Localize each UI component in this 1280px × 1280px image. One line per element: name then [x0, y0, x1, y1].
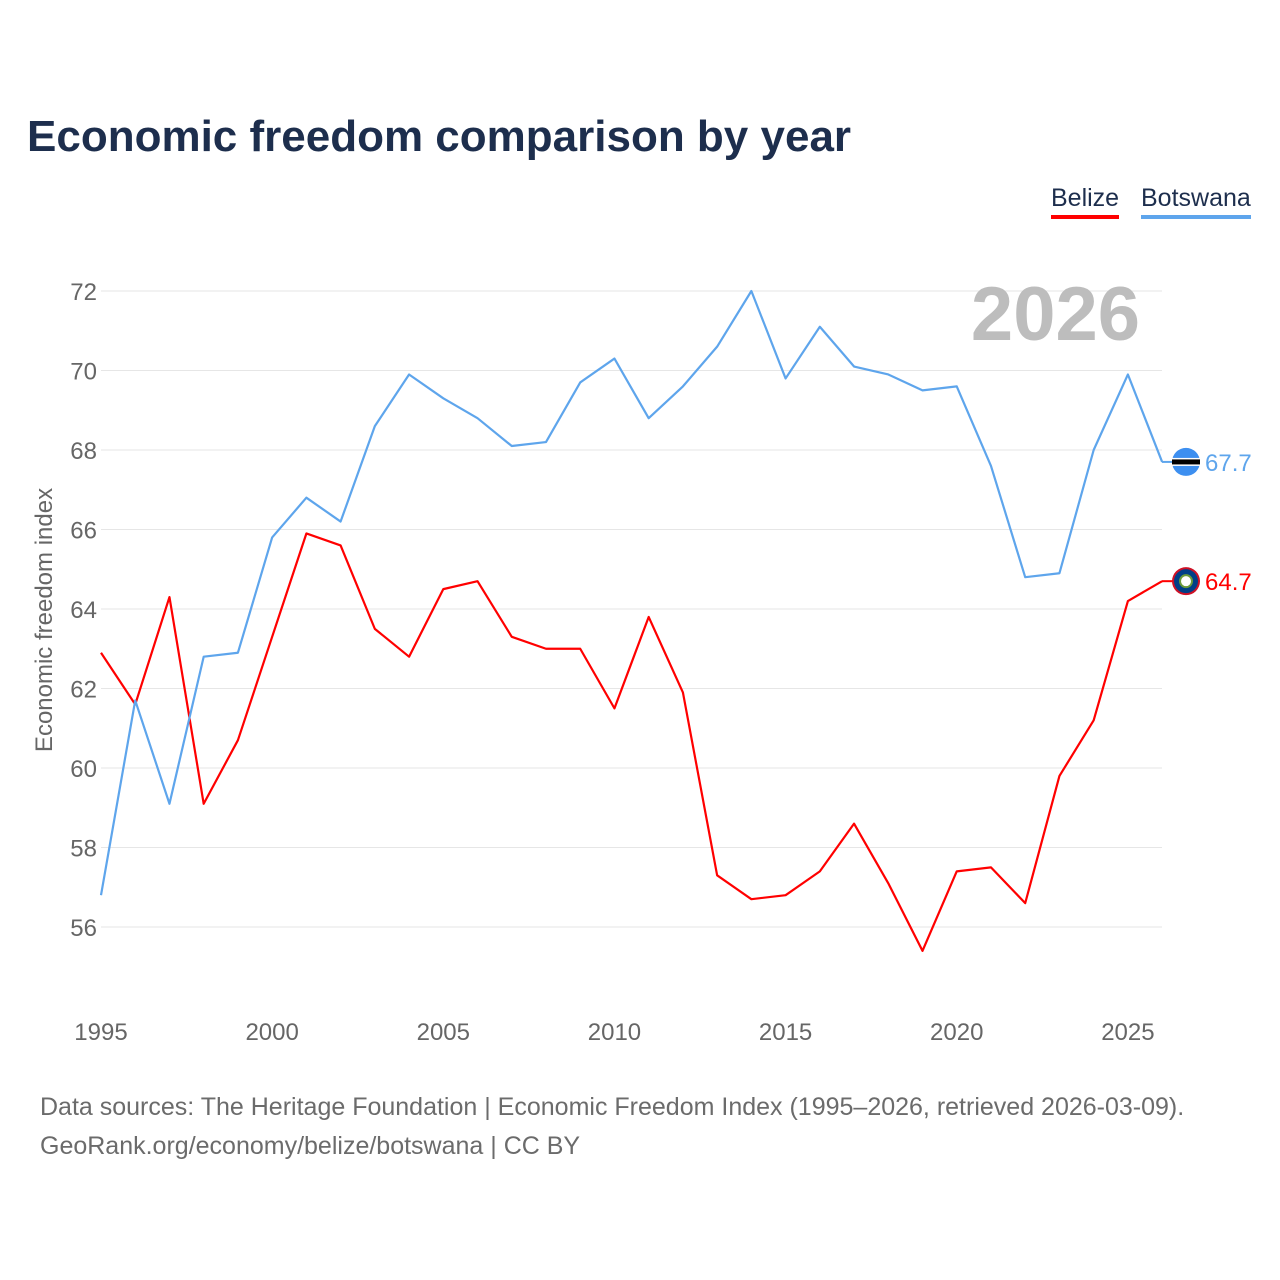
belize-flag-emblem: [1179, 574, 1193, 589]
x-tick-label: 2005: [417, 1019, 470, 1046]
botswana-flag-band: [1172, 459, 1200, 465]
x-tick-label: 2025: [1101, 1019, 1154, 1046]
end-value-label: 67.7: [1205, 450, 1252, 477]
x-tick-label: 2000: [245, 1019, 298, 1046]
legend-botswana[interactable]: Botswana: [1141, 184, 1251, 219]
source-line-1: Data sources: The Heritage Foundation | …: [40, 1093, 1185, 1121]
x-tick-label: 2010: [588, 1019, 641, 1046]
series-line-belize: [100, 532, 1163, 952]
legend-belize[interactable]: Belize: [1051, 184, 1120, 219]
year-watermark: 2026: [971, 272, 1140, 357]
y-tick-label: 68: [70, 438, 97, 465]
y-tick-label: 70: [70, 359, 97, 386]
x-tick-label: 2015: [759, 1019, 812, 1046]
y-axis-label: Economic freedom index: [31, 488, 58, 752]
y-tick-label: 56: [70, 915, 97, 942]
y-tick-label: 72: [70, 279, 97, 306]
source-note: Data sources: The Heritage Foundation | …: [40, 1088, 1184, 1166]
x-tick-label: 1995: [74, 1019, 127, 1046]
y-tick-label: 64: [70, 597, 97, 624]
y-tick-label: 60: [70, 756, 97, 783]
end-value-label: 64.7: [1205, 569, 1252, 596]
series-line-botswana: [99, 289, 1164, 896]
source-line-2[interactable]: GeoRank.org/economy/belize/botswana | CC…: [40, 1132, 581, 1160]
x-tick-label: 2020: [930, 1019, 983, 1046]
y-tick-label: 58: [70, 836, 97, 863]
chart-title: Economic freedom comparison by year: [27, 112, 852, 161]
y-tick-label: 62: [70, 677, 97, 704]
y-tick-label: 66: [70, 518, 97, 545]
